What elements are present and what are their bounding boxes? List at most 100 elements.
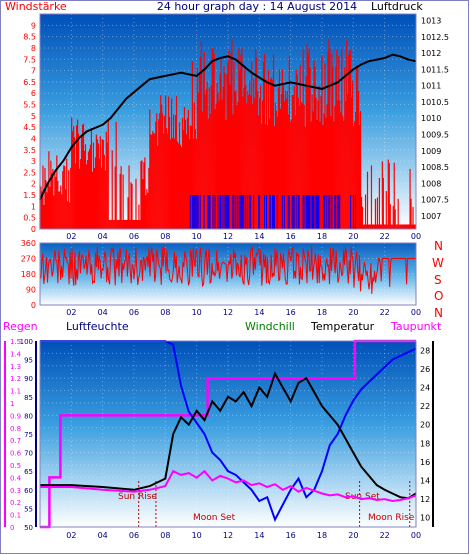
pressure-y-tick: 1008 — [421, 179, 441, 188]
regen-axis-bar — [4, 341, 6, 527]
wind-y-tick: 5 — [31, 112, 36, 121]
direction-x-tick: 06 — [129, 308, 139, 317]
pressure-y-tick: 1010.5 — [421, 98, 449, 107]
wind-y-tick: 3 — [31, 157, 36, 166]
wind-bars — [39, 39, 416, 229]
direction-y-tick: 0 — [31, 301, 36, 310]
wind-x-tick: 10 — [192, 232, 202, 241]
weather-x-tick: 14 — [254, 531, 264, 540]
regen-label: Regen — [3, 320, 38, 333]
temperature-y-tick: 16 — [420, 458, 430, 467]
regen-y-tick: 1.5 — [10, 338, 21, 346]
regen-y-tick: 0.3 — [10, 487, 21, 495]
pressure-y-tick: 1011 — [421, 82, 441, 91]
compass-n-bottom: N — [434, 306, 443, 320]
direction-plot-border — [39, 242, 417, 306]
wind-y-tick: 2 — [31, 180, 36, 189]
sun-set-label: Sun Set — [345, 492, 380, 502]
sun-rise-label: Sun Rise — [118, 492, 157, 502]
wind-y-tick: 0.5 — [23, 214, 36, 223]
weather-x-tick: 00 — [411, 531, 421, 540]
pressure-y-tick: 1012.5 — [421, 33, 449, 42]
wind-y-tick: 1.5 — [23, 191, 36, 200]
weather-x-tick: 18 — [317, 531, 327, 540]
luftfeuchte-y-tick: 75 — [24, 431, 33, 439]
wind-y-tick: 7 — [31, 67, 36, 76]
temperature-y-tick: 24 — [420, 384, 430, 393]
temperature-y-tick: 22 — [420, 402, 430, 411]
compass-n-top: N — [434, 239, 443, 253]
direction-x-tick: 10 — [192, 308, 202, 317]
weather-x-tick: 10 — [192, 531, 202, 540]
wind-x-tick: 04 — [98, 232, 108, 241]
weather-x-tick: 20 — [348, 531, 358, 540]
wind-x-tick: 20 — [348, 232, 358, 241]
temperature-y-ticks: 10 12 14 16 18 20 22 24 26 28 — [420, 346, 430, 522]
regen-y-tick: 0.7 — [10, 437, 21, 445]
compass-w: W — [432, 256, 444, 270]
wind-x-tick: 22 — [380, 232, 390, 241]
luftfeuchte-y-tick: 70 — [24, 450, 33, 458]
temperature-y-tick: 28 — [420, 346, 430, 355]
weather-plot-border — [39, 340, 417, 528]
regen-y-tick: 1.1 — [10, 388, 21, 396]
wind-y-tick: 9 — [31, 21, 36, 30]
direction-x-ticks: 02 04 06 08 10 12 14 16 18 20 22 00 — [66, 308, 421, 317]
pressure-y-tick: 1009.5 — [421, 131, 449, 140]
regen-line — [40, 339, 416, 529]
luftfeuchte-y-tick: 85 — [24, 394, 33, 402]
wind-y-tick: 2.5 — [23, 168, 36, 177]
weather-x-tick: 06 — [129, 531, 139, 540]
pressure-y-tick: 1007 — [421, 212, 441, 221]
wind-y-tick: 8 — [31, 44, 36, 53]
weather-x-tick: 08 — [160, 531, 170, 540]
event-markers: Sun Rise Moon Set Sun Set Moon Rise — [118, 481, 415, 527]
luftfeuchte-y-tick: 65 — [24, 468, 33, 476]
wind-y-tick: 3.5 — [23, 146, 36, 155]
wind-plot-border — [39, 13, 417, 230]
pressure-y-tick: 1012 — [421, 49, 441, 58]
temperature-y-tick: 26 — [420, 365, 430, 374]
weather-x-tick: 22 — [380, 531, 390, 540]
direction-y-tick: 360 — [21, 239, 36, 248]
temperature-y-tick: 14 — [420, 477, 430, 486]
wind-x-tick: 16 — [286, 232, 296, 241]
temperatur-label: Temperatur — [310, 320, 375, 333]
weather-x-tick: 02 — [66, 531, 76, 540]
wind-x-tick: 14 — [254, 232, 264, 241]
wind-y-ticks: 0 0.5 1 1.5 2 2.5 3 3.5 4 4.5 5 5.5 6 6.5 7 7.5 8 8.5 9 — [23, 21, 36, 234]
wind-direction-panel: 0 90 180 270 360 02 04 06 08 10 12 14 16 18 20 22 00 N … — [21, 239, 444, 320]
direction-x-tick: 22 — [380, 308, 390, 317]
luftfeuchte-y-ticks: 50 55 60 65 70 75 80 85 90 95 100 — [20, 338, 33, 532]
weather-x-tick: 04 — [98, 531, 108, 540]
regen-y-tick: 0.5 — [10, 462, 21, 470]
regen-y-tick: 0.4 — [10, 474, 22, 482]
luftfeuchte-line — [40, 340, 417, 523]
wind-y-tick: 6 — [31, 89, 36, 98]
graph-title: 24 hour graph day : 14 August 2014 — [157, 0, 357, 13]
temperature-y-tick: 20 — [420, 421, 430, 430]
pressure-line — [39, 53, 417, 201]
direction-y-tick: 90 — [26, 286, 36, 295]
direction-line — [39, 246, 416, 294]
temperature-y-tick: 18 — [420, 439, 430, 448]
pressure-axis-title: Luftdruck — [371, 0, 423, 13]
luftfeuchte-y-tick: 60 — [24, 487, 33, 495]
regen-y-tick: 0.9 — [10, 412, 21, 420]
direction-x-tick: 04 — [98, 308, 108, 317]
wind-x-tick: 12 — [223, 232, 233, 241]
pressure-y-tick: 1011.5 — [421, 65, 449, 74]
luftfeuchte-y-tick: 80 — [24, 412, 33, 420]
regen-y-tick: 0.6 — [10, 450, 22, 458]
direction-x-tick: 02 — [66, 308, 76, 317]
wind-y-tick: 6.5 — [23, 78, 36, 87]
moon-rise-label: Moon Rise — [368, 513, 415, 523]
regen-y-ticks: 0 0.1 0.2 0.3 0.4 0.5 0.6 0.7 0.8 0.9 1 1.1 1.2 1.3 1.… — [10, 338, 22, 532]
pressure-y-tick: 1008.5 — [421, 163, 449, 172]
weather-x-tick: 16 — [286, 531, 296, 540]
wind-x-tick: 02 — [66, 232, 76, 241]
wind-y-tick: 4 — [31, 134, 36, 143]
pressure-y-tick: 1007.5 — [421, 196, 449, 205]
